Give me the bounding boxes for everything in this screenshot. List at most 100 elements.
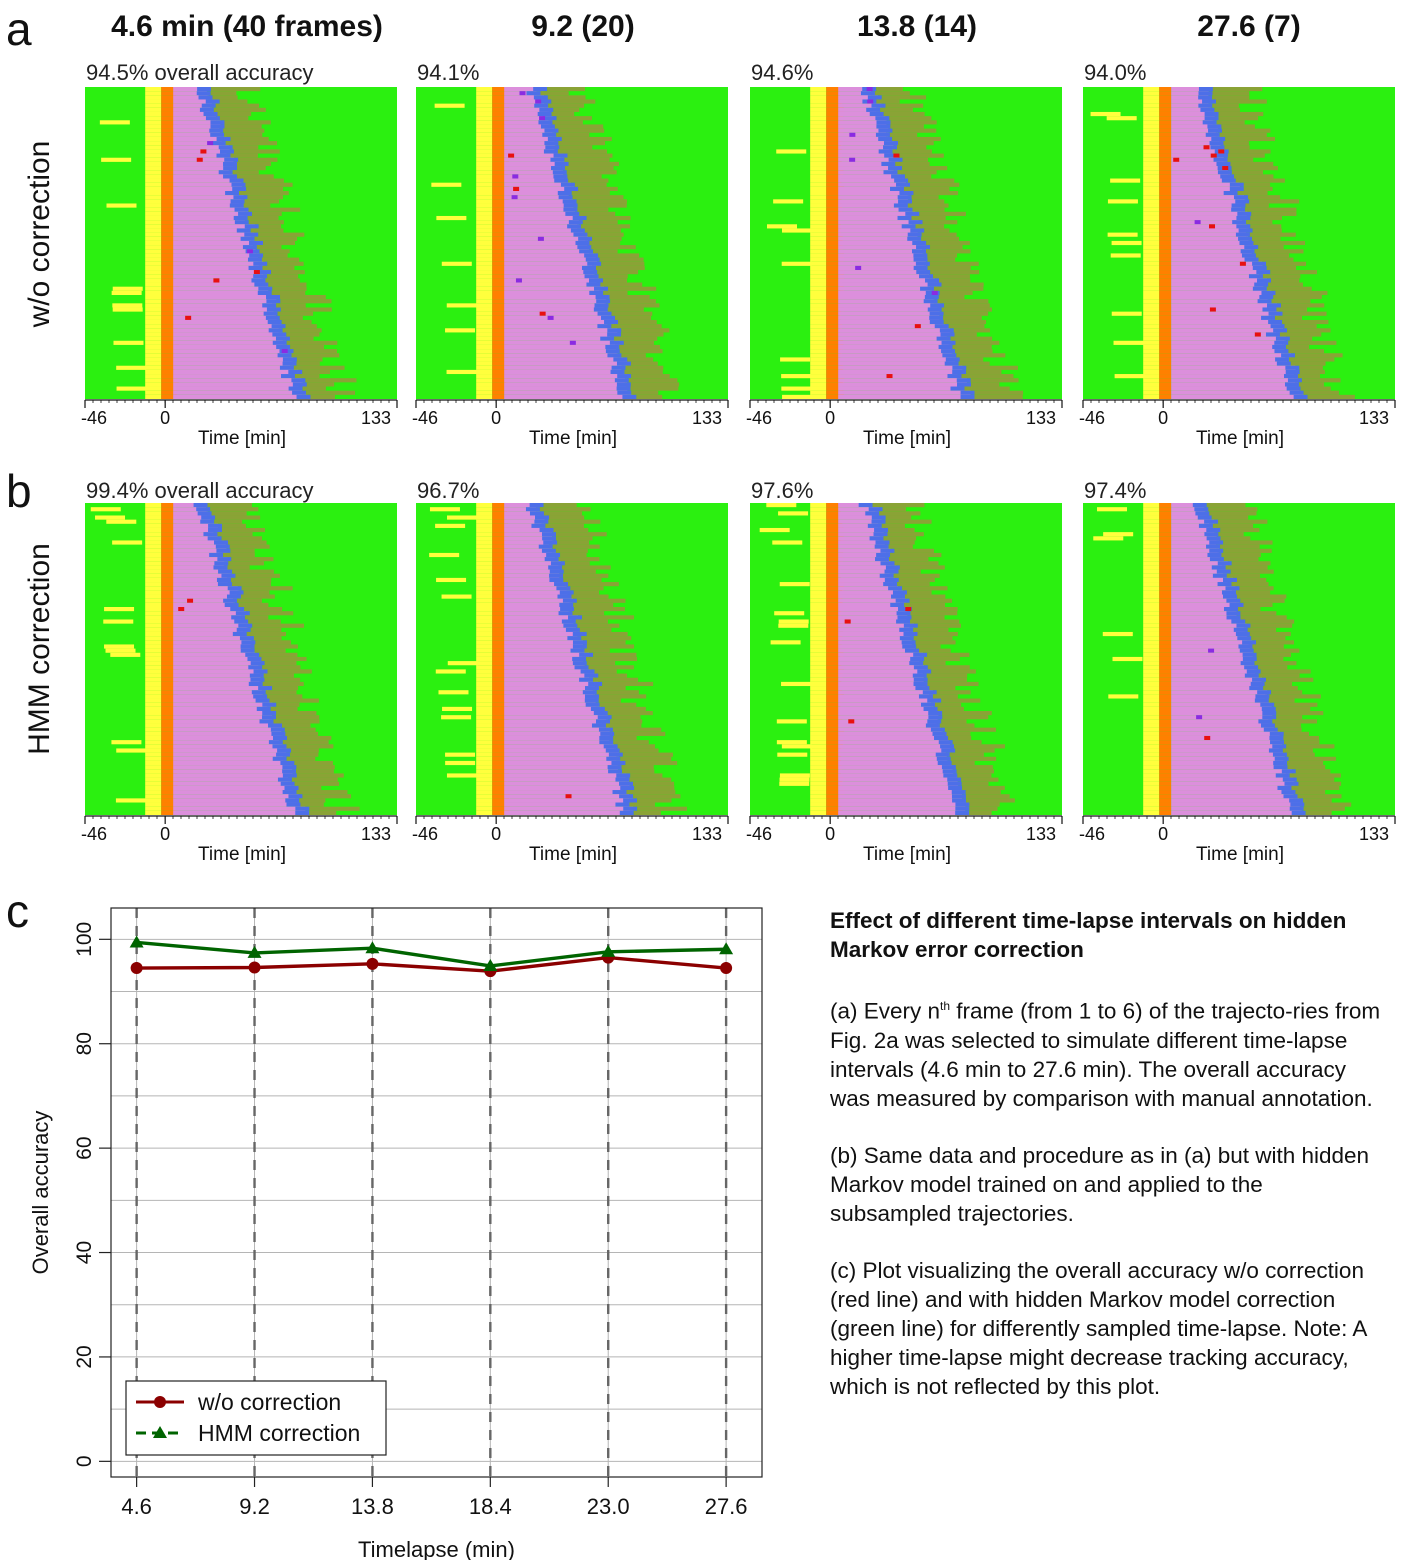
cell-prophase xyxy=(145,727,162,732)
cell-telophase xyxy=(1249,199,1300,204)
cell-telophase xyxy=(1289,773,1341,778)
cell-anaphase xyxy=(197,87,212,92)
cell-prometaphase xyxy=(1159,274,1172,279)
cell-metaphase xyxy=(504,136,558,142)
cell-prophase xyxy=(810,157,827,162)
cell-anaphase xyxy=(956,378,971,383)
cell-metaphase xyxy=(504,698,595,703)
cell-anaphase xyxy=(936,756,951,761)
cell-telophase xyxy=(1287,328,1331,333)
cell-prophase xyxy=(1143,161,1160,167)
x-tick-label-zero: 0 xyxy=(1158,408,1169,428)
cell-prometaphase xyxy=(492,111,507,117)
cell-telophase xyxy=(1220,544,1260,549)
cell-prometaphase xyxy=(826,199,842,204)
cell-metaphase xyxy=(173,573,232,578)
cell-prometaphase xyxy=(161,124,178,129)
cell-telophase xyxy=(586,640,626,645)
cell-anaphase xyxy=(920,286,935,291)
cell-anaphase xyxy=(616,361,631,366)
cell-metaphase xyxy=(838,153,895,158)
cell-prophase xyxy=(476,744,493,749)
cell-metaphase xyxy=(504,532,552,537)
cell-anaphase xyxy=(599,735,614,741)
cell-prophase xyxy=(145,324,162,329)
cell-metaphase xyxy=(504,141,555,146)
cell-telophase xyxy=(892,149,932,154)
cell-prophase xyxy=(476,299,493,304)
cell-prophase xyxy=(145,711,162,716)
cell-telophase xyxy=(622,752,673,757)
cell-prometaphase xyxy=(161,723,179,728)
cell-telophase xyxy=(954,332,977,337)
cell-telophase xyxy=(1218,116,1259,121)
cell-anaphase xyxy=(893,203,908,208)
cell-prometaphase xyxy=(492,374,508,379)
cell-telophase xyxy=(939,278,971,283)
cell-anaphase xyxy=(1209,557,1224,562)
cell-metaphase xyxy=(504,220,579,225)
cell-telophase xyxy=(599,686,626,691)
cell-prophase xyxy=(145,544,162,549)
cell-prometaphase xyxy=(826,282,842,287)
cell-telophase xyxy=(876,99,900,104)
cell-prophase xyxy=(1143,236,1160,241)
cell-telophase xyxy=(1299,369,1325,375)
cell-telophase xyxy=(937,706,964,711)
cell-prometaphase xyxy=(826,295,841,300)
cell-anaphase xyxy=(557,594,572,599)
cell-prometaphase xyxy=(161,673,179,678)
cell-prometaphase xyxy=(492,561,508,566)
cell-error xyxy=(253,270,260,275)
cell-metaphase xyxy=(504,170,563,175)
cell-anaphase xyxy=(891,594,906,599)
cell-prometaphase xyxy=(492,261,509,266)
cell-prophase xyxy=(1143,365,1160,370)
cell-prometaphase xyxy=(1159,340,1172,345)
cell-telophase xyxy=(574,607,625,612)
cell-prophase xyxy=(145,611,162,616)
cell-telophase xyxy=(1252,228,1282,233)
cell-prophase xyxy=(810,319,827,325)
cell-telophase xyxy=(556,536,593,541)
cell-error xyxy=(512,174,519,179)
cell-metaphase xyxy=(838,690,933,695)
cell-anaphase xyxy=(549,577,564,583)
cell-anaphase xyxy=(255,698,270,703)
cell-anaphase xyxy=(939,328,954,333)
cell-anaphase xyxy=(600,336,615,341)
cell-metaphase xyxy=(1171,340,1285,345)
heatmap-a1 xyxy=(85,87,397,399)
cell-prometaphase xyxy=(492,665,509,670)
cell-metaphase xyxy=(173,182,242,187)
cell-anaphase xyxy=(589,290,604,295)
cell-telophase xyxy=(1256,656,1284,662)
cell-anaphase xyxy=(544,141,559,146)
cell-anaphase xyxy=(875,116,890,121)
cell-telophase xyxy=(923,661,946,666)
data-point-circle xyxy=(248,961,261,974)
cell-anaphase xyxy=(272,332,287,337)
cell-anaphase xyxy=(552,170,567,175)
x-tick-label-left: -46 xyxy=(1079,408,1106,428)
cell-anaphase xyxy=(561,619,576,624)
cell-prophase xyxy=(476,752,493,757)
data-point-triangle xyxy=(247,945,262,958)
cell-anaphase xyxy=(572,644,587,649)
cell-prometaphase xyxy=(826,161,842,167)
cell-prometaphase xyxy=(826,690,842,695)
cell-anaphase xyxy=(1274,349,1289,354)
caption-title: Effect of different time-lapse intervals… xyxy=(830,908,1347,962)
cell-anaphase xyxy=(229,178,244,183)
cell-anaphase xyxy=(542,536,557,541)
cell-anaphase xyxy=(1286,386,1301,391)
accuracy-label-b3: 97.6% xyxy=(751,478,814,503)
cell-telophase xyxy=(572,611,605,616)
cell-metaphase xyxy=(173,215,244,221)
cell-metaphase xyxy=(504,382,627,387)
cell-prophase xyxy=(810,332,827,337)
cell-metaphase xyxy=(173,107,210,112)
cell-telophase xyxy=(557,540,590,545)
cell-anaphase xyxy=(280,781,295,786)
cell-metaphase xyxy=(838,582,894,587)
